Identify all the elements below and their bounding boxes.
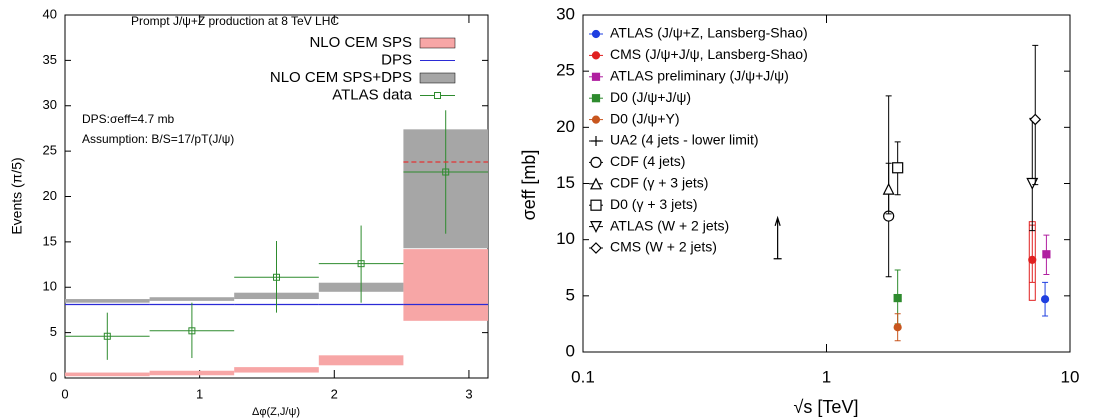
y-tick-label: 15: [43, 233, 57, 248]
legend-label: ATLAS (J/ψ+Z, Lansberg-Shao): [610, 25, 808, 41]
legend-marker: [591, 115, 601, 124]
marker: [1040, 295, 1050, 304]
legend-marker: [591, 51, 601, 60]
legend-swatch: [434, 92, 441, 99]
legend-marker: [591, 72, 601, 81]
band: [65, 299, 150, 303]
band: [403, 249, 488, 321]
legend-label: CDF (4 jets): [610, 153, 685, 169]
data-point: [357, 260, 365, 268]
y-tick-label: 5: [566, 285, 575, 304]
legend-marker: [590, 156, 602, 168]
x-tick-label: 0.1: [571, 367, 595, 386]
error-bar: [1029, 117, 1036, 232]
legend-marker: [591, 94, 601, 103]
marker: [1026, 177, 1039, 190]
y-tick-label: 25: [556, 61, 575, 80]
marker: [773, 215, 782, 260]
x-tick-label: 1: [196, 386, 203, 401]
legend-marker: [591, 29, 601, 39]
annotation: Assumption: B/S=17/pT(J/ψ): [82, 132, 234, 146]
y-tick-label: 10: [43, 279, 57, 294]
y-tick-label: 40: [43, 6, 57, 21]
marker: [893, 293, 902, 303]
band: [149, 370, 235, 376]
data-point: [188, 327, 196, 335]
legend-label: ATLAS (W + 2 jets): [610, 217, 729, 233]
legend-marker: [590, 177, 602, 190]
y-axis-label: σeff [mb]: [519, 150, 539, 221]
legend-label: DPS: [381, 51, 412, 68]
band: [318, 355, 404, 366]
legend-label: ATLAS preliminary (J/ψ+J/ψ): [610, 68, 789, 84]
marker: [893, 323, 902, 332]
y-tick-label: 20: [556, 117, 575, 136]
y-tick-label: 0: [50, 369, 57, 384]
data-point: [273, 273, 280, 281]
x-axis-label: √s [TeV]: [794, 397, 859, 417]
legend-marker: [590, 221, 602, 233]
legend-label: CMS (J/ψ+J/ψ, Lansberg-Shao): [610, 46, 808, 62]
y-tick-label: 30: [556, 4, 575, 23]
y-tick-label: 35: [43, 52, 57, 67]
legend-marker: [591, 136, 601, 146]
legend-label: CMS (W + 2 jets): [610, 239, 717, 255]
x-tick-label: 3: [465, 386, 472, 401]
legend-label: D0 (J/ψ+Υ): [610, 110, 680, 126]
x-tick-label: 0: [61, 386, 68, 401]
marker: [882, 182, 895, 195]
legend-swatch: [419, 72, 456, 84]
y-axis-label: Events (π/5): [9, 157, 25, 234]
marker: [1042, 250, 1051, 259]
legend-label: NLO CEM SPS+DPS: [270, 69, 412, 86]
legend-label: NLO CEM SPS: [309, 34, 412, 51]
y-tick-label: 20: [43, 188, 57, 203]
chart-title: Prompt J/ψ+Z production at 8 TeV LHC: [131, 14, 339, 28]
legend-label: D0 (J/ψ+J/ψ): [610, 89, 691, 105]
y-tick-label: 10: [556, 229, 575, 248]
y-tick-label: 0: [566, 341, 575, 360]
y-tick-label: 5: [50, 324, 57, 339]
error-bar: [1029, 224, 1036, 283]
y-tick-label: 15: [556, 173, 575, 192]
annotation: DPS:σeff=4.7 mb: [82, 112, 175, 126]
marker: [892, 162, 904, 174]
legend-label: ATLAS data: [332, 86, 412, 103]
x-tick-label: 2: [331, 386, 338, 401]
legend-swatch: [419, 37, 456, 49]
legend-marker: [590, 199, 602, 211]
band: [234, 367, 319, 373]
legend-label: D0 (γ + 3 jets): [610, 196, 698, 212]
y-tick-label: 30: [43, 97, 57, 112]
band: [149, 297, 235, 301]
data-point: [103, 332, 111, 340]
legend-label: UA2 (4 jets - lower limit): [610, 132, 759, 148]
marker: [1028, 255, 1037, 264]
x-axis-label: Δφ(Z,J/ψ): [252, 406, 300, 418]
y-tick-label: 25: [43, 143, 57, 158]
x-tick-label: 1: [822, 367, 831, 386]
legend-label: CDF (γ + 3 jets): [610, 175, 708, 191]
x-tick-label: 10: [1061, 367, 1080, 386]
legend-marker: [590, 242, 602, 254]
marker: [1029, 113, 1042, 126]
data-point: [442, 168, 450, 176]
band: [65, 372, 150, 377]
